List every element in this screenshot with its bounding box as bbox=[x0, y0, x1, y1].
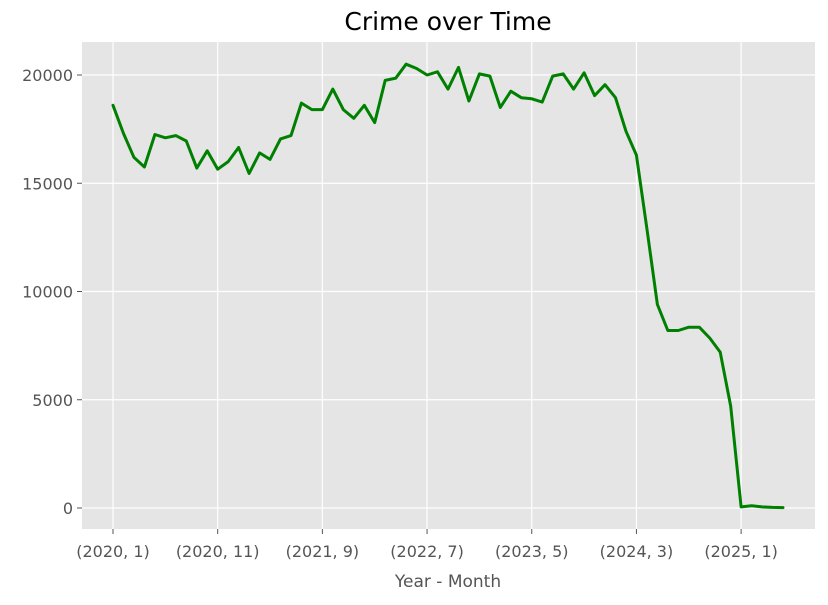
y-tick-label: 0 bbox=[63, 499, 73, 518]
x-tick-label: (2020, 11) bbox=[176, 542, 260, 561]
x-tick-label: (2024, 3) bbox=[600, 542, 674, 561]
x-tick-label: (2025, 1) bbox=[704, 542, 778, 561]
x-tick-label: (2020, 1) bbox=[76, 542, 150, 561]
series-line bbox=[111, 62, 785, 510]
y-axis-ticks: 0 5000 10000 15000 20000 bbox=[22, 66, 82, 518]
y-tick-label: 5000 bbox=[32, 391, 73, 410]
y-tick-label: 10000 bbox=[22, 283, 73, 302]
series-group bbox=[111, 62, 785, 510]
x-tick-label: (2022, 7) bbox=[390, 542, 464, 561]
y-tick-label: 15000 bbox=[22, 174, 73, 193]
x-tick-label: (2021, 9) bbox=[286, 542, 360, 561]
x-tick-label: (2023, 5) bbox=[495, 542, 569, 561]
x-axis-label: Year - Month bbox=[394, 572, 501, 592]
y-tick-label: 20000 bbox=[22, 66, 73, 85]
chart-title: Crime over Time bbox=[344, 7, 551, 36]
plot-area bbox=[82, 42, 815, 529]
gridlines bbox=[82, 42, 815, 529]
x-axis-ticks: (2020, 1) (2020, 11) (2021, 9) (2022, 7) (20… bbox=[76, 529, 778, 561]
